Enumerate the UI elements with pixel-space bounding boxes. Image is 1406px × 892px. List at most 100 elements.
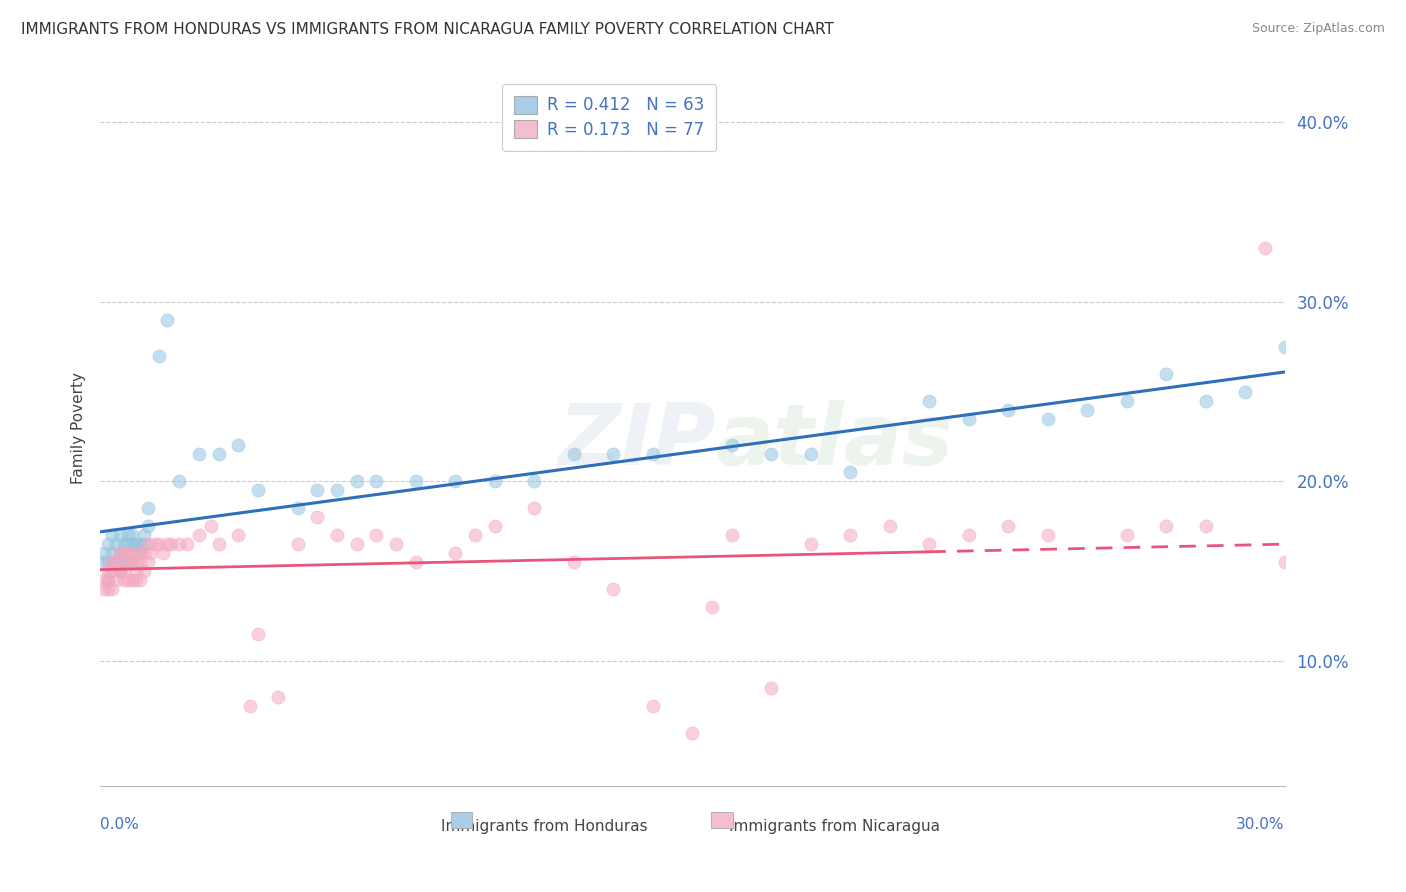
Point	[93, 573, 115, 587]
Point	[93, 546, 115, 560]
Point	[136, 537, 159, 551]
Point	[247, 483, 270, 498]
Point	[148, 349, 170, 363]
Point	[156, 313, 179, 327]
Point	[97, 537, 120, 551]
Point	[104, 537, 127, 551]
Point	[132, 528, 155, 542]
Point	[187, 447, 209, 461]
Point	[93, 582, 115, 596]
Point	[464, 528, 486, 542]
Point	[1115, 393, 1137, 408]
Point	[101, 546, 124, 560]
Point	[700, 599, 723, 614]
Point	[145, 537, 167, 551]
Point	[112, 573, 135, 587]
Point	[124, 555, 146, 569]
Point	[117, 555, 139, 569]
Point	[1234, 384, 1257, 399]
Point	[156, 537, 179, 551]
Point	[108, 546, 131, 560]
Point	[141, 546, 163, 560]
Point	[128, 546, 150, 560]
Point	[187, 528, 209, 542]
Point	[405, 475, 427, 489]
Point	[128, 555, 150, 569]
Point	[128, 537, 150, 551]
Point	[207, 537, 229, 551]
Point	[1036, 411, 1059, 425]
FancyBboxPatch shape	[711, 813, 733, 828]
Point	[117, 546, 139, 560]
Point	[226, 438, 249, 452]
Point	[997, 402, 1019, 417]
Point	[761, 681, 783, 695]
Point	[132, 546, 155, 560]
Point	[128, 573, 150, 587]
Point	[366, 475, 388, 489]
Point	[112, 546, 135, 560]
Point	[108, 546, 131, 560]
Point	[124, 564, 146, 578]
Point	[366, 528, 388, 542]
Point	[641, 447, 664, 461]
Point	[918, 537, 941, 551]
Point	[444, 475, 467, 489]
Point	[1194, 519, 1216, 533]
Point	[101, 555, 124, 569]
Point	[101, 555, 124, 569]
Point	[124, 546, 146, 560]
Point	[405, 555, 427, 569]
Point	[1274, 555, 1296, 569]
Point	[287, 501, 309, 516]
Point	[97, 573, 120, 587]
Point	[97, 573, 120, 587]
Point	[112, 546, 135, 560]
Point	[1154, 367, 1177, 381]
Point	[385, 537, 408, 551]
Point	[226, 528, 249, 542]
Point	[108, 564, 131, 578]
Point	[1194, 393, 1216, 408]
Point	[200, 519, 222, 533]
Point	[121, 555, 143, 569]
Point	[1076, 402, 1098, 417]
Point	[152, 546, 174, 560]
Point	[957, 528, 980, 542]
Point	[97, 564, 120, 578]
Text: 0.0%: 0.0%	[100, 817, 139, 832]
Text: Source: ZipAtlas.com: Source: ZipAtlas.com	[1251, 22, 1385, 36]
Point	[101, 528, 124, 542]
Point	[1115, 528, 1137, 542]
Point	[117, 555, 139, 569]
Point	[761, 447, 783, 461]
Point	[104, 555, 127, 569]
Point	[136, 519, 159, 533]
Point	[239, 698, 262, 713]
Point	[124, 573, 146, 587]
Point	[97, 582, 120, 596]
Point	[121, 555, 143, 569]
Point	[307, 483, 329, 498]
Point	[117, 573, 139, 587]
Point	[562, 555, 585, 569]
Text: IMMIGRANTS FROM HONDURAS VS IMMIGRANTS FROM NICARAGUA FAMILY POVERTY CORRELATION: IMMIGRANTS FROM HONDURAS VS IMMIGRANTS F…	[21, 22, 834, 37]
Point	[112, 564, 135, 578]
Point	[326, 483, 349, 498]
Point	[101, 564, 124, 578]
Point	[484, 475, 506, 489]
Point	[287, 537, 309, 551]
Point	[121, 537, 143, 551]
Point	[1254, 241, 1277, 255]
Point	[207, 447, 229, 461]
Point	[720, 528, 742, 542]
Point	[167, 537, 190, 551]
Point	[523, 475, 546, 489]
Point	[93, 555, 115, 569]
Point	[307, 510, 329, 524]
Point	[346, 537, 368, 551]
Point	[136, 555, 159, 569]
Text: Immigrants from Honduras: Immigrants from Honduras	[441, 819, 648, 834]
Point	[997, 519, 1019, 533]
Point	[839, 466, 862, 480]
